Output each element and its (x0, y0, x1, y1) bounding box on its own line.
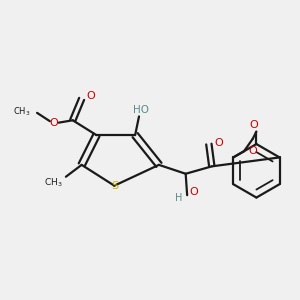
Text: H: H (175, 193, 182, 202)
Text: CH$_3$: CH$_3$ (44, 176, 63, 189)
Text: O: O (86, 91, 95, 101)
Text: O: O (49, 118, 58, 128)
Text: CH$_3$: CH$_3$ (13, 105, 31, 118)
Text: O: O (189, 187, 198, 196)
Text: O: O (250, 120, 258, 130)
Text: O: O (214, 139, 223, 148)
Text: S: S (111, 181, 118, 191)
Text: HO: HO (133, 105, 149, 115)
Text: O: O (248, 146, 257, 156)
